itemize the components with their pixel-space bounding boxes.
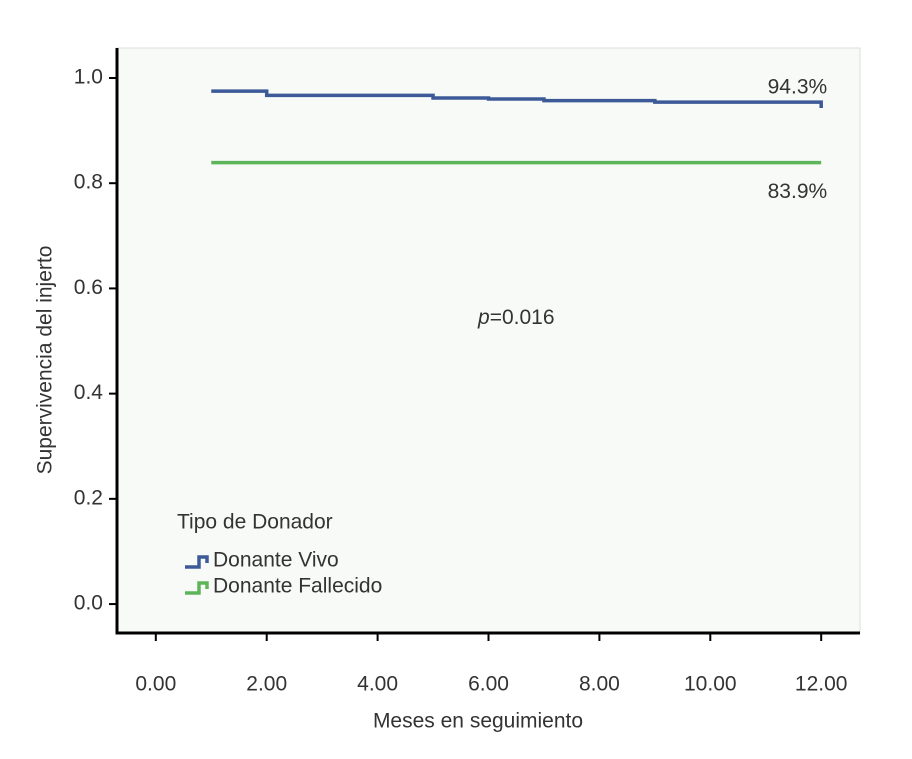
legend-label: Donante Fallecido (213, 575, 382, 598)
p-value: p=0.016 (477, 306, 555, 329)
p-text: =0.016 (490, 306, 555, 329)
x-axis-label: Meses en seguimiento (373, 710, 583, 733)
legend-title: Tipo de Donador (177, 511, 333, 534)
y-tick-label: 0.4 (74, 381, 104, 404)
legend-key (185, 555, 209, 569)
legend-label: Donante Vivo (213, 549, 339, 572)
y-tick-label: 0.8 (74, 171, 103, 194)
x-tick-label: 4.00 (357, 673, 398, 696)
survival-line (211, 89, 823, 108)
x-tick-label: 10.00 (684, 673, 737, 696)
x-tick-label: 8.00 (579, 673, 620, 696)
p-symbol: p (477, 306, 490, 329)
x-tick-label: 0.00 (135, 673, 176, 696)
x-tick-label: 6.00 (468, 673, 509, 696)
y-tick-label: 1.0 (74, 66, 103, 89)
x-tick-label: 2.00 (246, 673, 287, 696)
plot-area (116, 47, 861, 634)
y-tick-label: 0.2 (74, 486, 103, 509)
end-annotation: 94.3% (768, 76, 828, 99)
y-axis-label: Supervivencia del injerto (34, 246, 57, 475)
y-tick-label: 0.0 (74, 592, 103, 615)
y-tick-label: 0.6 (74, 276, 103, 299)
legend-key (185, 581, 209, 595)
end-annotation: 83.9% (768, 180, 828, 203)
x-tick-label: 12.00 (795, 673, 848, 696)
